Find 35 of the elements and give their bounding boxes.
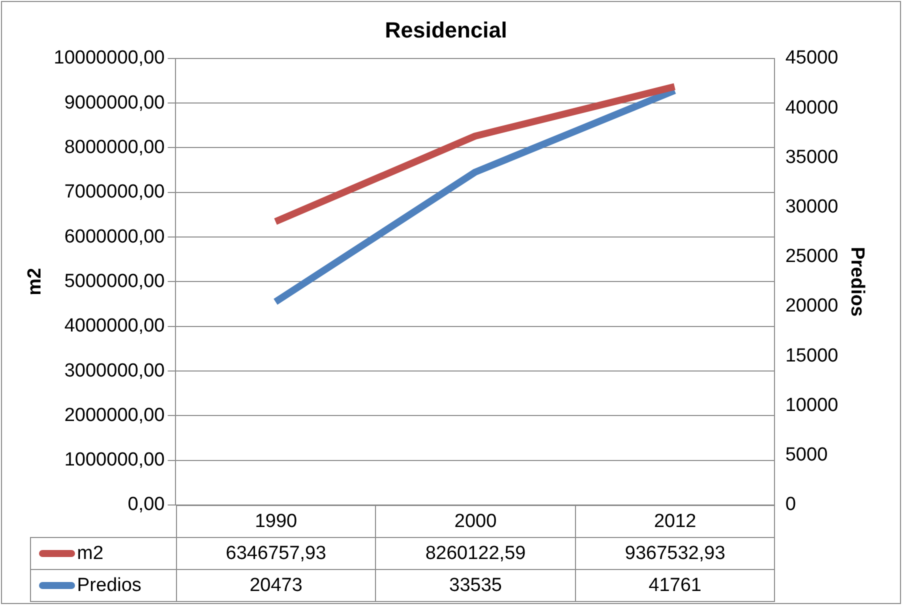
y-tick-label: 9000000,00	[64, 92, 165, 114]
y-tick-label: 5000000,00	[64, 270, 165, 292]
y-tick-label: 2000000,00	[64, 404, 165, 426]
data-label: 6346757,93	[176, 537, 376, 570]
y-tick-label: 7000000,00	[64, 182, 165, 203]
y2-tick-label: 25000	[785, 246, 838, 268]
x-tick-label: 1990	[176, 505, 376, 538]
y-tick-label: 10000000,00	[54, 48, 165, 69]
y-tick-label: 1000000,00	[64, 450, 165, 471]
y2-tick-label: 45000	[785, 48, 838, 69]
y2-tick-label: 20000	[785, 296, 838, 317]
legend-label: m2	[76, 542, 104, 564]
chart-title: Residencial	[384, 17, 508, 42]
y2-tick-label: 15000	[785, 345, 838, 366]
y-tick-label: 6000000,00	[64, 226, 165, 248]
y-tick-label: 0,00	[128, 494, 165, 516]
y2-tick-label: 5000	[785, 444, 828, 466]
y2-tick-label: 35000	[785, 146, 838, 168]
y2-tick-label: 10000	[785, 394, 838, 416]
y-tick-label: 8000000,00	[64, 136, 165, 158]
data-label: 41761	[574, 569, 776, 602]
y2-tick-label: 0	[785, 494, 796, 516]
data-label: 20473	[176, 569, 376, 602]
legend-label: Predios	[76, 574, 142, 596]
data-label: 33535	[375, 569, 576, 602]
data-label: 8260122,59	[375, 537, 576, 570]
y2-tick-label: 40000	[785, 97, 838, 118]
x-tick-label: 2012	[574, 505, 776, 538]
data-label: 9367532,93	[574, 537, 776, 570]
x-tick-label: 2000	[375, 505, 576, 538]
y-tick-label: 3000000,00	[64, 360, 165, 382]
y-tick-label: 4000000,00	[64, 316, 165, 337]
y2-axis-title: Predios	[846, 246, 868, 317]
y-axis-title: m2	[24, 268, 46, 296]
y2-tick-label: 30000	[785, 196, 838, 218]
